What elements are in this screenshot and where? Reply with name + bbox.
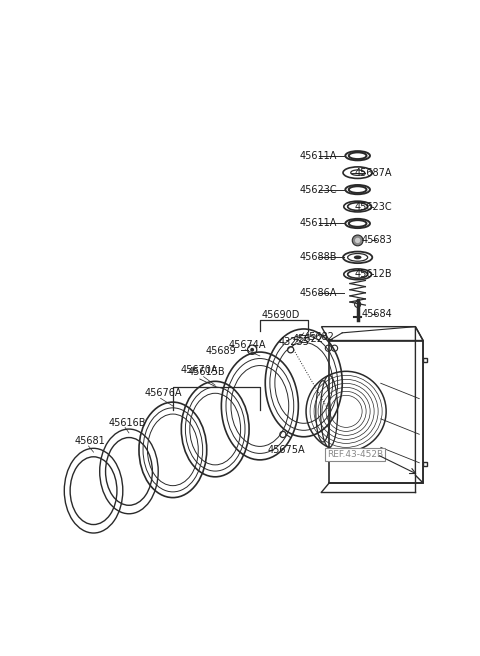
Circle shape: [352, 235, 363, 246]
Text: 45674A: 45674A: [229, 340, 266, 350]
Ellipse shape: [354, 255, 361, 259]
Text: 45681: 45681: [75, 436, 106, 446]
Text: 45616B: 45616B: [109, 417, 146, 428]
Text: 45687A: 45687A: [355, 168, 392, 178]
Text: 45623C: 45623C: [355, 201, 392, 211]
Text: 45622: 45622: [292, 334, 323, 344]
Circle shape: [250, 348, 254, 352]
Text: 45689: 45689: [206, 346, 237, 356]
Text: REF.43-452B: REF.43-452B: [327, 450, 383, 459]
Text: 45623C: 45623C: [300, 184, 337, 195]
Text: 45690D: 45690D: [262, 310, 300, 319]
Circle shape: [355, 237, 360, 243]
Text: 45675A: 45675A: [268, 445, 306, 455]
Text: 45612B: 45612B: [355, 270, 392, 279]
Text: 45683: 45683: [361, 236, 392, 245]
Text: 45676A: 45676A: [144, 388, 182, 398]
Text: 45670A: 45670A: [181, 365, 218, 375]
Text: 45611A: 45611A: [300, 151, 337, 161]
Text: 45684: 45684: [361, 308, 392, 319]
Text: 43235: 43235: [278, 337, 309, 348]
Text: 45682: 45682: [304, 332, 335, 342]
Text: 45688B: 45688B: [300, 253, 337, 262]
Text: 45615B: 45615B: [188, 367, 225, 377]
Text: 45611A: 45611A: [300, 218, 337, 228]
Text: 45686A: 45686A: [300, 288, 337, 298]
